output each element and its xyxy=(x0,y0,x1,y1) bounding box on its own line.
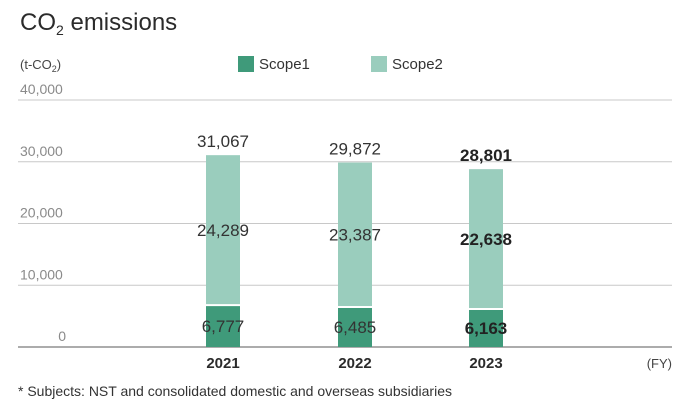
unit-open: (t-CO xyxy=(20,57,52,72)
total-label: 31,067 xyxy=(197,132,249,151)
bar-scope2 xyxy=(206,155,240,306)
y-axis-unit: (t-CO2) xyxy=(20,57,61,74)
title-rest: emissions xyxy=(64,9,177,36)
unit-close: ) xyxy=(57,57,61,72)
y-tick-labels: 0 10,000 20,000 30,000 40,000 xyxy=(20,81,66,344)
x-axis-fy-label: (FY) xyxy=(647,356,672,371)
bars xyxy=(206,155,503,347)
x-tick-label: 2022 xyxy=(338,355,371,372)
unit-subscript: 2 xyxy=(52,64,57,74)
y-tick-label: 10,000 xyxy=(20,266,63,282)
total-label: 28,801 xyxy=(460,146,512,165)
bar-scope1 xyxy=(206,305,240,347)
legend-swatch-scope1 xyxy=(238,56,254,72)
x-tick-label: 2021 xyxy=(206,355,239,372)
legend-swatch-scope2 xyxy=(371,56,387,72)
legend-label-scope2: Scope2 xyxy=(392,56,443,73)
scope2-value-label: 22,638 xyxy=(460,230,512,249)
scope1-value-label: 6,485 xyxy=(334,318,377,337)
legend: Scope1 Scope2 xyxy=(238,56,443,73)
y-tick-label: 30,000 xyxy=(20,143,63,159)
x-tick-labels: 2021 2022 2023 xyxy=(206,355,502,372)
scope2-value-label: 24,289 xyxy=(197,221,249,240)
y-tick-label: 40,000 xyxy=(20,81,63,97)
bar-scope1 xyxy=(469,308,503,347)
title-main: CO xyxy=(20,9,56,36)
bar-scope1 xyxy=(338,306,372,347)
scope1-value-label: 6,777 xyxy=(202,317,245,336)
y-tick-label: 0 xyxy=(58,328,66,344)
title-subscript: 2 xyxy=(56,22,64,38)
legend-label-scope1: Scope1 xyxy=(259,56,310,73)
scope1-value-label: 6,163 xyxy=(465,319,508,338)
value-labels: 31,067 24,289 6,777 29,872 23,387 6,485 28,801… xyxy=(197,132,512,338)
footnote: * Subjects: NST and consolidated domesti… xyxy=(18,383,452,399)
total-label: 29,872 xyxy=(329,140,381,159)
y-tick-label: 20,000 xyxy=(20,205,63,221)
bar-scope2 xyxy=(469,169,503,309)
chart-title: CO2 emissions xyxy=(20,9,177,38)
x-tick-label: 2023 xyxy=(469,355,502,372)
scope2-value-label: 23,387 xyxy=(329,226,381,245)
bar-scope2 xyxy=(338,162,372,307)
